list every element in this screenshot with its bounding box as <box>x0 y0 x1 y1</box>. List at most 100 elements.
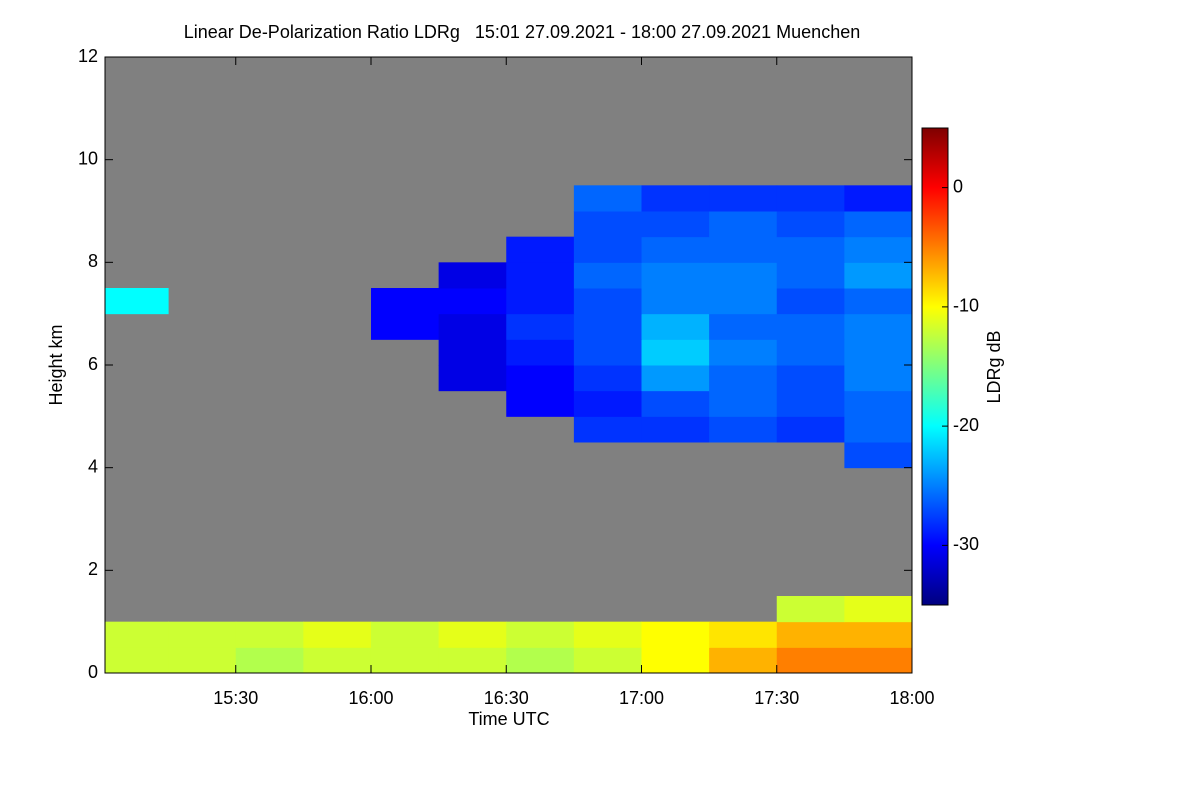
heatmap-cell <box>709 313 778 340</box>
heatmap-cell <box>506 236 575 263</box>
heatmap-cell <box>844 339 913 366</box>
x-tick-label: 18:00 <box>889 688 934 708</box>
heatmap-cell <box>709 390 778 417</box>
heatmap-cell <box>303 647 372 674</box>
colorbar-tick-label: -20 <box>953 415 979 435</box>
heatmap-cell <box>776 236 845 263</box>
heatmap-cell <box>776 339 845 366</box>
heatmap-cell <box>709 647 778 674</box>
heatmap-cell <box>573 621 642 648</box>
heatmap-cell <box>844 313 913 340</box>
heatmap-cell <box>709 211 778 238</box>
heatmap-cell <box>709 621 778 648</box>
heatmap-cell <box>641 416 710 443</box>
heatmap-cell <box>844 185 913 212</box>
heatmap-cell <box>506 339 575 366</box>
chart-title: Linear De-Polarization Ratio LDRg 15:01 … <box>184 22 860 42</box>
heatmap-cell <box>105 621 169 648</box>
heatmap-cell <box>641 339 710 366</box>
heatmap-cell <box>370 647 440 674</box>
y-tick-label: 0 <box>88 662 98 682</box>
heatmap-cell <box>370 288 440 315</box>
heatmap-cell <box>776 211 845 238</box>
colorbar-tick-label: -10 <box>953 296 979 316</box>
heatmap-cell <box>641 390 710 417</box>
y-tick-label: 12 <box>78 46 98 66</box>
heatmap-cell <box>844 262 913 289</box>
heatmap-cell <box>168 621 237 648</box>
heatmap-cell <box>105 288 169 315</box>
heatmap-cell <box>776 390 845 417</box>
heatmap-cell <box>168 647 237 674</box>
heatmap-cell <box>776 262 845 289</box>
heatmap-cell <box>573 288 642 315</box>
heatmap-cell <box>641 365 710 392</box>
heatmap-cell <box>641 211 710 238</box>
heatmap-cell <box>844 442 913 469</box>
heatmap-cell <box>641 236 710 263</box>
y-tick-label: 10 <box>78 148 98 168</box>
heatmap-cell <box>303 621 372 648</box>
heatmap-cell <box>370 621 440 648</box>
heatmap-cell <box>641 262 710 289</box>
heatmap-cell <box>506 621 575 648</box>
heatmap-cell <box>573 365 642 392</box>
heatmap-cell <box>776 365 845 392</box>
heatmap-cell <box>844 288 913 315</box>
heatmap-cell <box>506 365 575 392</box>
heatmap-cell <box>573 185 642 212</box>
heatmap-cell <box>235 647 304 674</box>
x-tick-label: 17:00 <box>619 688 664 708</box>
heatmap-cell <box>438 262 507 289</box>
heatmap-cell <box>844 236 913 263</box>
heatmap-cell <box>573 647 642 674</box>
heatmap-cell <box>844 390 913 417</box>
heatmap-cell <box>641 621 710 648</box>
heatmap-cell <box>105 647 169 674</box>
heatmap-cell <box>776 647 845 674</box>
heatmap-cell <box>641 185 710 212</box>
heatmap-cell <box>844 621 913 648</box>
heatmap-cell <box>506 647 575 674</box>
x-tick-label: 16:30 <box>484 688 529 708</box>
heatmap-cell <box>573 211 642 238</box>
x-axis-label: Time UTC <box>468 709 549 729</box>
heatmap-cell <box>641 313 710 340</box>
heatmap-cell <box>641 288 710 315</box>
heatmap-cell <box>709 236 778 263</box>
heatmap-cell <box>506 262 575 289</box>
heatmap-cell <box>506 313 575 340</box>
x-tick-label: 17:30 <box>754 688 799 708</box>
colorbar-tick-label: 0 <box>953 176 963 196</box>
heatmap-cell <box>438 288 507 315</box>
heatmap-cell <box>709 339 778 366</box>
heatmap-cell <box>641 647 710 674</box>
heatmap-cell <box>370 313 440 340</box>
plot-area <box>104 56 913 674</box>
colorbar-tick-label: -30 <box>953 534 979 554</box>
y-tick-label: 6 <box>88 354 98 374</box>
heatmap-cell <box>776 621 845 648</box>
heatmap-cell <box>844 647 913 674</box>
heatmap-cell <box>438 313 507 340</box>
heatmap-cell <box>438 647 507 674</box>
heatmap-cell <box>844 416 913 443</box>
heatmap-cell <box>573 416 642 443</box>
y-tick-label: 8 <box>88 251 98 271</box>
heatmap-cell <box>776 596 845 623</box>
y-tick-label: 2 <box>88 559 98 579</box>
heatmap-cell <box>709 185 778 212</box>
heatmap-cell <box>776 313 845 340</box>
heatmap-cell <box>573 313 642 340</box>
colorbar-label: LDRg dB <box>984 330 1004 403</box>
heatmap-cell <box>438 621 507 648</box>
heatmap-cell <box>573 262 642 289</box>
x-tick-label: 15:30 <box>213 688 258 708</box>
heatmap-cell <box>573 236 642 263</box>
heatmap-cell <box>844 211 913 238</box>
heatmap-cell <box>844 365 913 392</box>
heatmap-cell <box>776 288 845 315</box>
heatmap-cell <box>709 416 778 443</box>
heatmap-cell <box>506 288 575 315</box>
